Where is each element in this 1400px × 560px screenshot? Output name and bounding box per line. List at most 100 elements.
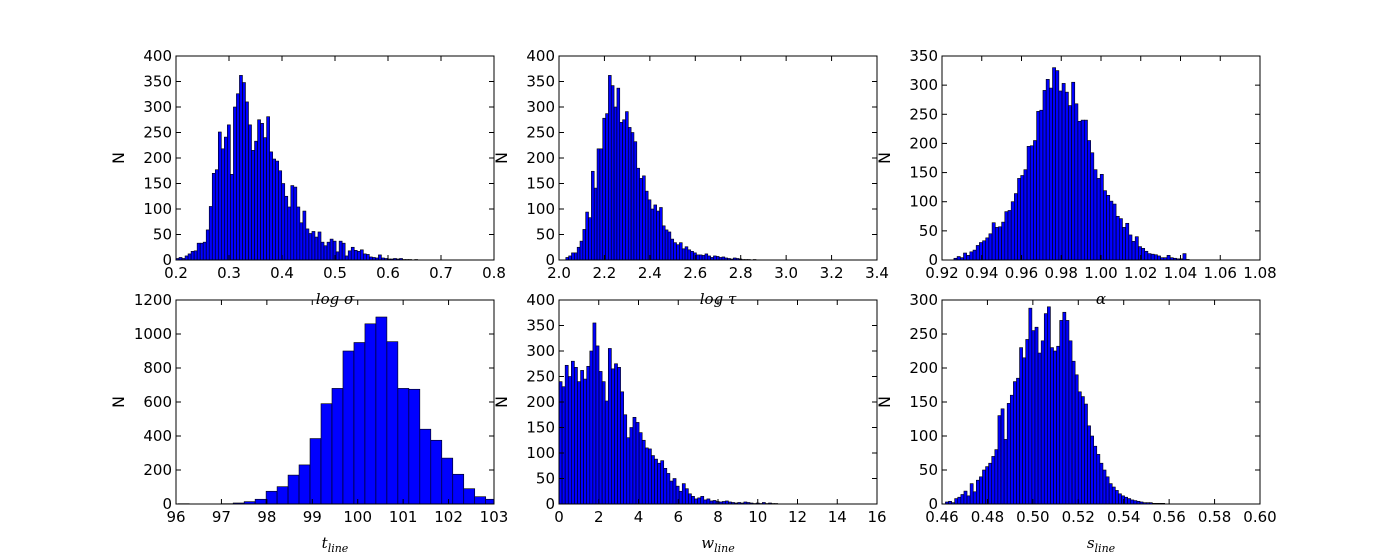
x-tick-label: 0.56 xyxy=(1152,508,1185,526)
x-tick-label: 3.4 xyxy=(865,264,889,282)
y-tick-label: 0 xyxy=(545,495,555,513)
x-tick-label: 97 xyxy=(212,508,231,526)
histogram-bar xyxy=(664,229,669,261)
histogram-bar xyxy=(1019,347,1023,505)
histogram-bar xyxy=(257,119,261,261)
y-tick-label: 400 xyxy=(143,427,172,445)
histogram-bar xyxy=(1050,347,1054,505)
histogram-bar xyxy=(205,229,210,261)
y-tick-label: 50 xyxy=(536,470,555,488)
histogram-bar xyxy=(688,493,692,505)
histogram-bar xyxy=(963,252,967,261)
histogram-bar xyxy=(1016,377,1020,505)
histogram-bar xyxy=(979,476,983,505)
x-tick-label: 4 xyxy=(634,508,644,526)
histogram-bar xyxy=(1052,67,1056,261)
histogram-bar xyxy=(1036,111,1041,261)
histogram-bar xyxy=(265,490,278,505)
histogram-bar xyxy=(1115,490,1119,505)
y-axis-label: N xyxy=(492,396,511,408)
y-tick-label: 50 xyxy=(919,461,938,479)
histogram-panel-bottom-middle: 0 2 4 6 8 10 12 14 16 0 50 100 150 200 250 300 350 400 Nwl… xyxy=(492,291,887,555)
histogram-bar xyxy=(248,124,252,261)
histogram-bar xyxy=(567,376,572,505)
histogram-bar xyxy=(359,249,364,261)
histogram-bar xyxy=(441,457,454,505)
histogram-bar xyxy=(233,106,237,261)
histogram-bar xyxy=(696,254,700,261)
histogram-bar xyxy=(1043,313,1048,505)
histogram-bar xyxy=(568,255,572,261)
histogram-bar xyxy=(586,365,591,505)
histogram-bar xyxy=(610,85,615,261)
histogram-bar xyxy=(1096,178,1101,261)
histogram-bar xyxy=(605,113,609,261)
x-tick-label: 0.48 xyxy=(971,508,1004,526)
y-tick-label: 100 xyxy=(526,200,555,218)
y-tick-label: 250 xyxy=(526,124,555,142)
histogram-bar xyxy=(1112,203,1117,261)
histogram-bar xyxy=(1029,145,1034,261)
histogram-bar xyxy=(642,175,646,261)
histogram-bar xyxy=(430,439,443,505)
histogram-bar xyxy=(669,480,674,505)
histogram-bar xyxy=(638,432,643,505)
histogram-bar xyxy=(715,256,720,261)
x-tick-label: 0.8 xyxy=(482,264,506,282)
histogram-bar xyxy=(299,222,304,261)
histogram-bar xyxy=(1062,311,1067,505)
histogram-bar xyxy=(591,170,595,261)
histogram-bar xyxy=(1133,500,1138,505)
histogram-bar xyxy=(329,238,334,261)
histogram-bar xyxy=(626,437,631,505)
histogram-bar xyxy=(1071,81,1076,261)
histogram-bar xyxy=(331,388,344,505)
histogram-bar xyxy=(656,210,660,261)
x-tick-label: 10 xyxy=(748,508,767,526)
histogram-bar xyxy=(314,236,319,261)
histogram-bar xyxy=(998,226,1002,261)
histogram-bar xyxy=(1074,103,1079,261)
y-tick-label: 350 xyxy=(526,73,555,91)
histogram-bar xyxy=(636,167,640,261)
histogram-bar xyxy=(1007,210,1012,261)
histogram-bar xyxy=(622,119,626,261)
histogram-bar xyxy=(227,124,231,261)
x-tick-label: 0.2 xyxy=(164,264,188,282)
x-tick-label: 3.2 xyxy=(820,264,844,282)
y-tick-label: 200 xyxy=(909,359,938,377)
histogram-bar xyxy=(309,438,322,505)
histogram-bar xyxy=(706,498,711,505)
histogram-bar xyxy=(320,241,325,261)
histogram-bar xyxy=(1068,105,1072,261)
histogram-bar xyxy=(663,467,668,505)
histogram-bar xyxy=(625,111,629,261)
histogram-bar xyxy=(1182,253,1187,261)
histogram-bar xyxy=(972,249,977,261)
x-tick-label: 102 xyxy=(434,508,463,526)
histogram-bar xyxy=(1049,87,1053,261)
x-tick-label: 2.4 xyxy=(638,264,662,282)
histogram-bar xyxy=(1033,140,1037,261)
histogram-bar xyxy=(193,250,198,261)
histogram-bar xyxy=(1090,435,1094,505)
histogram-bar xyxy=(593,187,598,261)
y-tick-label: 250 xyxy=(526,368,555,386)
histogram-bar xyxy=(1099,462,1104,505)
histogram-bar xyxy=(1150,253,1155,261)
histogram-bar xyxy=(1105,476,1110,505)
histogram-bar xyxy=(673,242,677,261)
histogram-bar xyxy=(1093,169,1098,261)
histogram-bar xyxy=(1108,483,1113,505)
histogram-bar xyxy=(1028,307,1033,505)
y-tick-label: 300 xyxy=(526,98,555,116)
histogram-bar xyxy=(613,106,618,261)
histogram-bar xyxy=(1031,330,1036,505)
histogram-bar xyxy=(1047,306,1051,505)
histogram-bar xyxy=(1056,345,1061,505)
histogram-bar xyxy=(698,254,703,261)
histogram-bar xyxy=(576,246,581,261)
y-tick-label: 250 xyxy=(909,105,938,123)
y-tick-label: 100 xyxy=(909,427,938,445)
y-axis-label: N xyxy=(875,152,894,164)
